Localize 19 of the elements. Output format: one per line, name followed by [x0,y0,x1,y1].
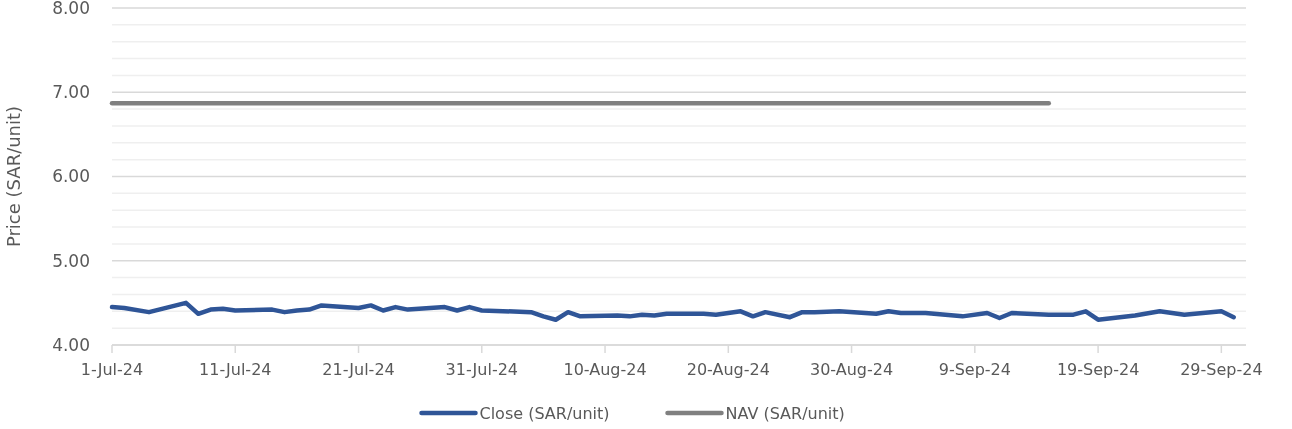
y-tick-label: 6.00 [52,166,90,187]
x-tick-label: 31-Jul-24 [445,360,519,379]
x-tick-label: 20-Aug-24 [686,360,770,379]
x-tick-label: 1-Jul-24 [80,360,144,379]
y-tick-label: 5.00 [52,250,90,271]
line-series [109,300,1236,322]
x-tick-label: 10-Aug-24 [563,360,647,379]
legend-label: NAV (SAR/unit) [725,403,845,423]
y-tick-label: 7.00 [52,82,90,103]
x-tick-label: 11-Jul-24 [199,360,272,379]
x-tick-label: 30-Aug-24 [809,360,894,379]
x-tick-label: 19-Sep-24 [1056,360,1140,379]
y-axis-title: Price (SAR/unit) [3,105,24,248]
x-tick-label: 29-Sep-24 [1180,360,1263,379]
y-tick-label: 8.00 [52,0,90,18]
x-tick-label: 21-Jul-24 [322,360,395,379]
x-tick-label: 9-Sep-24 [938,360,1011,379]
legend-label: Close (SAR/unit) [479,403,610,423]
y-tick-label: 4.00 [52,334,90,355]
